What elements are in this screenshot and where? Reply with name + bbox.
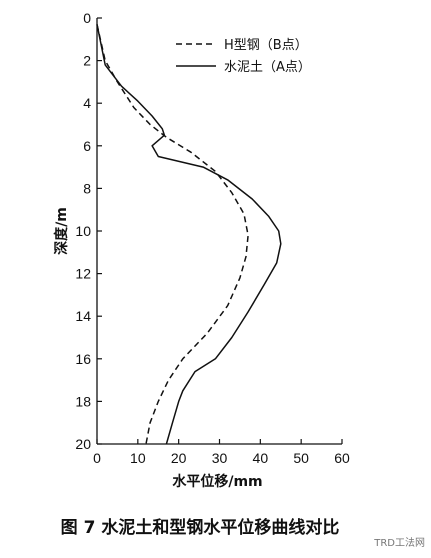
series-line-1 [96,24,249,445]
x-tick-label: 40 [253,450,269,466]
y-tick-label: 6 [83,138,91,154]
x-tick-label: 50 [293,450,309,466]
y-tick-label: 18 [75,393,91,409]
legend-label-2: 水泥土（A点） [224,60,311,75]
series-line-2 [96,24,282,445]
y-tick-label: 12 [75,266,91,282]
y-tick-label: 8 [83,180,91,196]
y-tick-label: 20 [75,436,91,452]
y-tick-label: 4 [83,95,91,111]
watermark: TRD工法网 [374,538,425,549]
x-tick-label: 10 [130,450,146,466]
x-axis-label: 水平位移/mm [172,473,262,490]
x-tick-label: 60 [334,450,350,466]
x-tick-label: 20 [171,450,187,466]
y-tick-label: 0 [83,10,91,26]
y-tick-label: 2 [83,53,91,69]
x-tick-label: 30 [212,450,228,466]
y-tick-label: 10 [75,223,91,239]
x-tick-label: 0 [93,450,101,466]
y-axis-label: 深度/m [53,207,70,255]
figure-caption: 图 7 水泥土和型钢水平位移曲线对比 [60,518,340,538]
y-tick-label: 16 [75,351,91,367]
y-tick-label: 14 [75,308,91,324]
legend-label-1: H型钢（B点） [224,38,308,53]
